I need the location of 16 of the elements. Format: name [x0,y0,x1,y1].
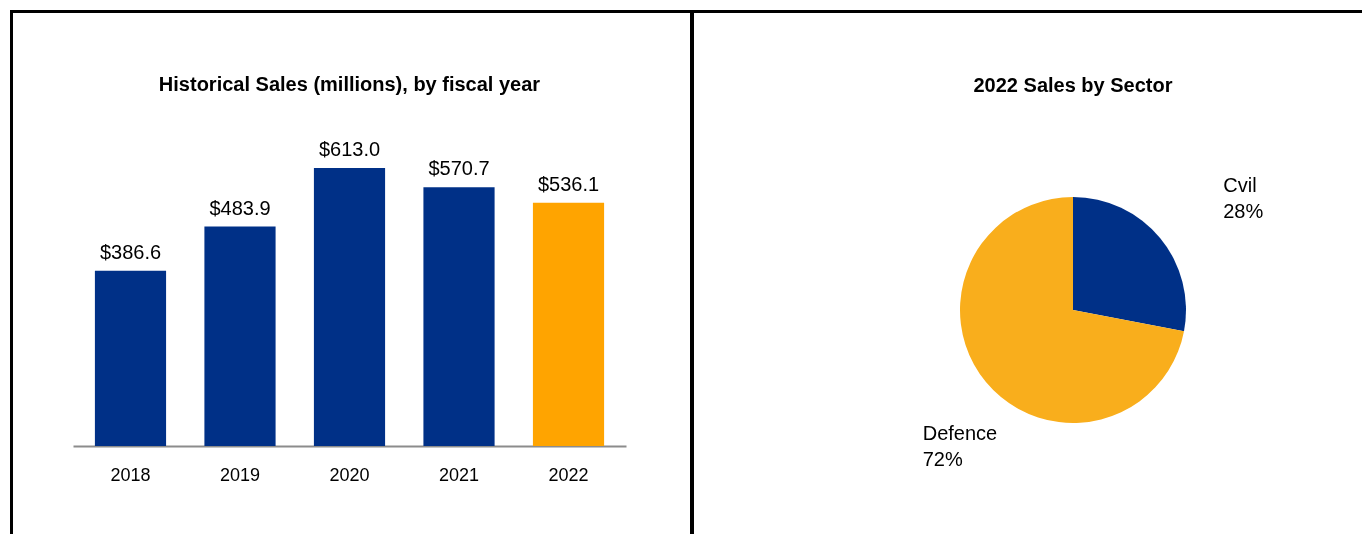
x-tick-label: 2019 [219,464,261,485]
chart-title: 2022 Sales by Sector [973,73,1173,96]
data-label: $570.7 [428,157,490,180]
slice-label: Cvil [1223,173,1257,196]
data-label: 28% [1223,199,1264,222]
x-tick-label: 2022 [548,464,589,485]
x-tick-label: 2020 [329,464,370,485]
data-label: 72% [922,448,963,471]
data-label: $386.6 [99,240,162,263]
x-tick-label: 2018 [110,464,151,485]
slice-label: Defence [922,422,998,445]
data-label: $483.9 [209,196,271,219]
data-label: $613.0 [318,138,381,160]
x-tick-label: 2021 [438,464,480,485]
chart-title: Historical Sales (millions), by fiscal year [158,73,541,95]
data-label: $536.1 [537,172,600,195]
